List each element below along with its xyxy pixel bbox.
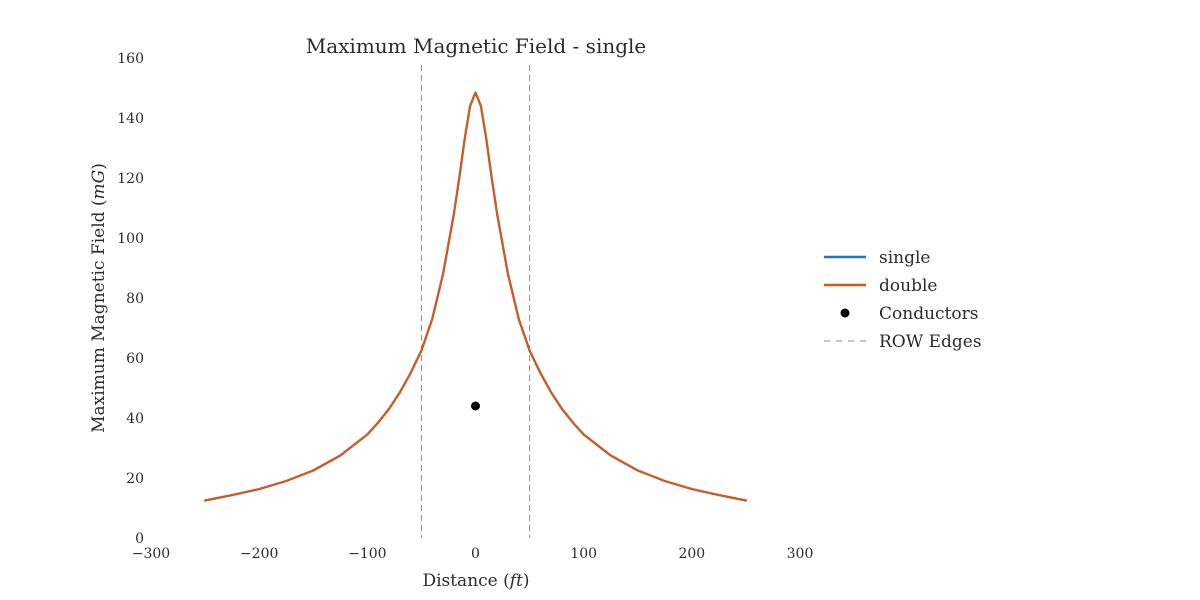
legend-label-row-edges: ROW Edges	[879, 332, 982, 352]
y-tick-label: 0	[135, 531, 144, 547]
x-tick-label: 200	[678, 546, 705, 562]
y-tick-label: 100	[117, 231, 144, 247]
x-tick-label: −300	[132, 546, 170, 562]
y-tick-label: 80	[126, 291, 144, 307]
series-lines	[203, 91, 748, 502]
y-axis-ticks: 0 20 40 60 80 100 120 140 160	[117, 51, 144, 547]
x-tick-label: −200	[240, 546, 278, 562]
x-axis-ticks: −300 −200 −100 0 100 200 300	[132, 546, 814, 562]
conductor-point	[471, 401, 480, 411]
x-axis-label: Distance (ft)	[422, 571, 529, 591]
legend-label-double: double	[879, 276, 937, 296]
y-tick-label: 140	[117, 111, 144, 127]
x-tick-label: 300	[787, 546, 814, 562]
y-tick-label: 40	[126, 411, 144, 427]
conductor-points	[471, 401, 480, 411]
y-tick-label: 160	[117, 51, 144, 67]
y-tick-label: 20	[126, 471, 144, 487]
x-tick-label: 0	[471, 546, 480, 562]
chart-title: Maximum Magnetic Field - single	[306, 34, 647, 58]
y-tick-label: 60	[126, 351, 144, 367]
x-tick-label: 100	[570, 546, 597, 562]
row-edges	[420, 65, 531, 538]
legend-label-conductors: Conductors	[879, 304, 978, 324]
x-axis-unit: ft	[508, 571, 523, 591]
y-axis-unit: mG	[89, 170, 109, 200]
y-tick-label: 120	[117, 171, 144, 187]
series-line-single	[203, 91, 748, 502]
y-axis-label: Maximum Magnetic Field (mG)	[89, 163, 109, 433]
legend-swatch-conductors	[840, 308, 850, 318]
x-tick-label: −100	[348, 546, 386, 562]
legend-label-single: single	[879, 248, 931, 268]
legend: single double Conductors ROW Edges	[824, 248, 982, 352]
series-line-double	[203, 91, 748, 502]
